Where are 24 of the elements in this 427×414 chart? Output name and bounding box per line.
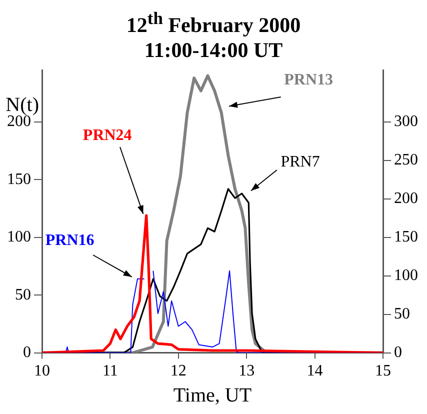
x-axis-title: Time, UT bbox=[173, 384, 252, 406]
x-tick-label: 13 bbox=[238, 362, 255, 380]
x-tick-label: 15 bbox=[375, 362, 391, 380]
text: PRN7 bbox=[280, 154, 320, 171]
x-tick-label: 11 bbox=[102, 362, 118, 380]
y-tick-label: 50 bbox=[15, 286, 31, 304]
chart-title: 12$^{th}$ February 2000 11:00-14:00 UT bbox=[125, 7, 302, 63]
x-tick-label: 14 bbox=[306, 362, 323, 380]
y2-tick-label: 200 bbox=[394, 190, 418, 208]
y2-tick-label: 150 bbox=[394, 228, 418, 246]
y-tick-label: 100 bbox=[7, 228, 31, 246]
y2-tick-label: 0 bbox=[394, 344, 402, 362]
x-tick-label: 12 bbox=[170, 362, 186, 380]
y2-tick-label: 100 bbox=[394, 267, 418, 284]
y2-tick-label: 250 bbox=[394, 152, 418, 169]
text: PRN16 bbox=[45, 232, 94, 249]
text: PRN24 bbox=[82, 126, 132, 144]
y-tick-label: 150 bbox=[7, 170, 31, 188]
y2-tick-label: 300 bbox=[394, 113, 418, 130]
y-axis-title: N(t) bbox=[6, 94, 39, 116]
x-tick-label: 10 bbox=[34, 362, 50, 380]
y2-tick-label: 50 bbox=[394, 306, 410, 323]
text: PRN13 bbox=[284, 72, 333, 89]
y-tick-label: 0 bbox=[23, 344, 31, 362]
